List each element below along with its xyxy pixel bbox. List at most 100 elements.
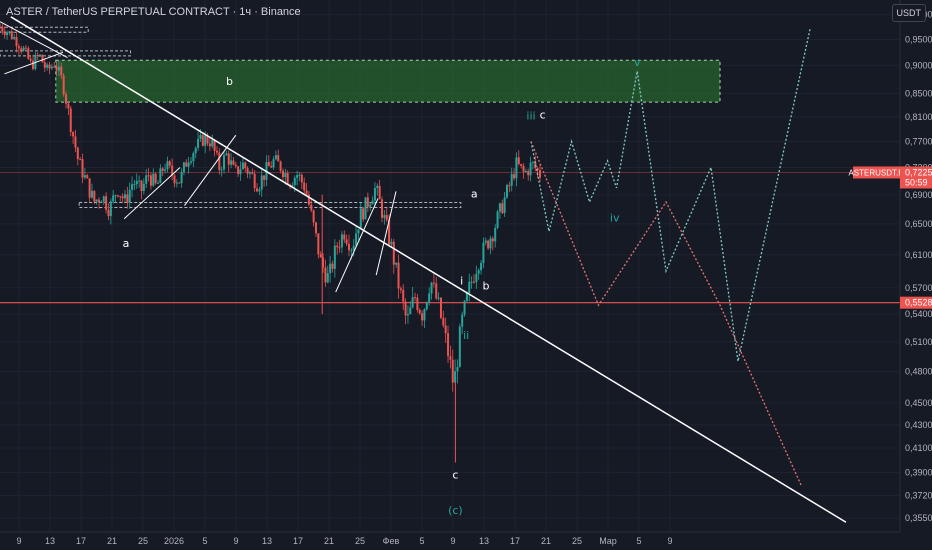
candle-body: [531, 161, 534, 163]
candle: [256, 183, 259, 193]
candle: [458, 323, 461, 368]
y-tick-label: 0,4300: [905, 420, 932, 430]
candle-body: [244, 162, 247, 169]
wave-label: b: [483, 279, 490, 292]
candle: [449, 345, 452, 369]
candle-body: [95, 199, 98, 202]
candle: [95, 199, 98, 205]
candle-body: [534, 161, 537, 169]
candle: [39, 53, 42, 57]
candle: [187, 156, 190, 174]
candle: [149, 172, 152, 190]
candle: [76, 146, 79, 166]
candle: [24, 44, 27, 50]
candle: [496, 209, 499, 230]
candle-body: [60, 66, 63, 76]
candle: [244, 161, 247, 172]
candle-body: [352, 245, 355, 251]
candle-body: [505, 185, 508, 198]
candle: [411, 286, 414, 309]
currency-button[interactable]: USDT: [891, 4, 926, 22]
candle-body: [503, 197, 506, 214]
candle: [263, 175, 266, 187]
candle-body: [435, 283, 438, 299]
candle-body: [133, 184, 136, 186]
price-axis[interactable]: [900, 0, 932, 550]
y-tick-label: 0,9500: [905, 34, 932, 44]
candle: [329, 255, 332, 283]
symbol-tag: [853, 166, 900, 179]
wedge-line: [4, 51, 64, 75]
candle: [491, 236, 494, 251]
candle-body: [475, 273, 478, 283]
candle: [197, 131, 200, 151]
candle: [121, 193, 124, 203]
candle: [123, 189, 126, 202]
candle-body: [55, 67, 58, 71]
candle: [6, 30, 9, 40]
y-tick-label: 0,4800: [905, 366, 932, 376]
candle: [43, 57, 46, 72]
candle-body: [293, 177, 296, 186]
candle: [296, 170, 299, 186]
candle-body: [277, 155, 280, 162]
candle-body: [326, 273, 329, 283]
candle-body: [350, 250, 353, 252]
candle: [395, 262, 398, 268]
candle: [501, 199, 504, 215]
candle: [430, 281, 433, 300]
candle: [114, 194, 117, 203]
candle: [539, 164, 541, 183]
candle-body: [517, 157, 520, 165]
candle-body: [46, 64, 49, 68]
candle-body: [204, 135, 207, 146]
candle-body: [164, 169, 167, 171]
candle: [225, 150, 228, 156]
time-axis[interactable]: [0, 532, 900, 550]
candle: [331, 260, 334, 273]
candle-body: [508, 185, 511, 187]
candle: [0, 23, 1, 28]
candle: [237, 165, 240, 177]
candle-body: [388, 220, 391, 245]
x-tick-label: 5: [636, 536, 641, 546]
candle-body: [0, 26, 1, 28]
candle-body: [333, 245, 336, 269]
wave-label: c: [452, 469, 458, 482]
candle-body: [102, 196, 105, 202]
y-tick-label: 0,3900: [905, 467, 932, 477]
candle: [279, 160, 282, 174]
candle: [20, 45, 23, 55]
candle-body: [145, 175, 148, 184]
candle-body: [8, 31, 11, 33]
candle: [477, 268, 480, 280]
candle-body: [421, 313, 424, 321]
candle-body: [22, 47, 25, 51]
candle-body: [223, 155, 226, 170]
candle-body: [76, 147, 79, 160]
wave-label: iv: [610, 212, 620, 225]
candle-body: [88, 178, 91, 198]
candle-body: [381, 199, 384, 218]
candle: [27, 46, 30, 60]
candle: [505, 183, 508, 199]
candle: [475, 265, 478, 289]
candle-body: [404, 301, 407, 316]
candle-body: [237, 166, 240, 175]
candle-body: [140, 180, 143, 192]
candle-body: [121, 196, 124, 199]
candle-body: [338, 247, 341, 249]
candle: [152, 168, 155, 187]
candle: [74, 129, 77, 153]
candle: [340, 231, 343, 254]
candle: [317, 233, 320, 259]
drawings: [0, 16, 847, 523]
candle: [432, 273, 435, 288]
candle: [105, 192, 108, 214]
candle-body: [369, 204, 372, 207]
candle: [62, 73, 65, 97]
candle-body: [107, 209, 110, 217]
candle-body: [539, 170, 541, 178]
candle-body: [230, 160, 233, 165]
